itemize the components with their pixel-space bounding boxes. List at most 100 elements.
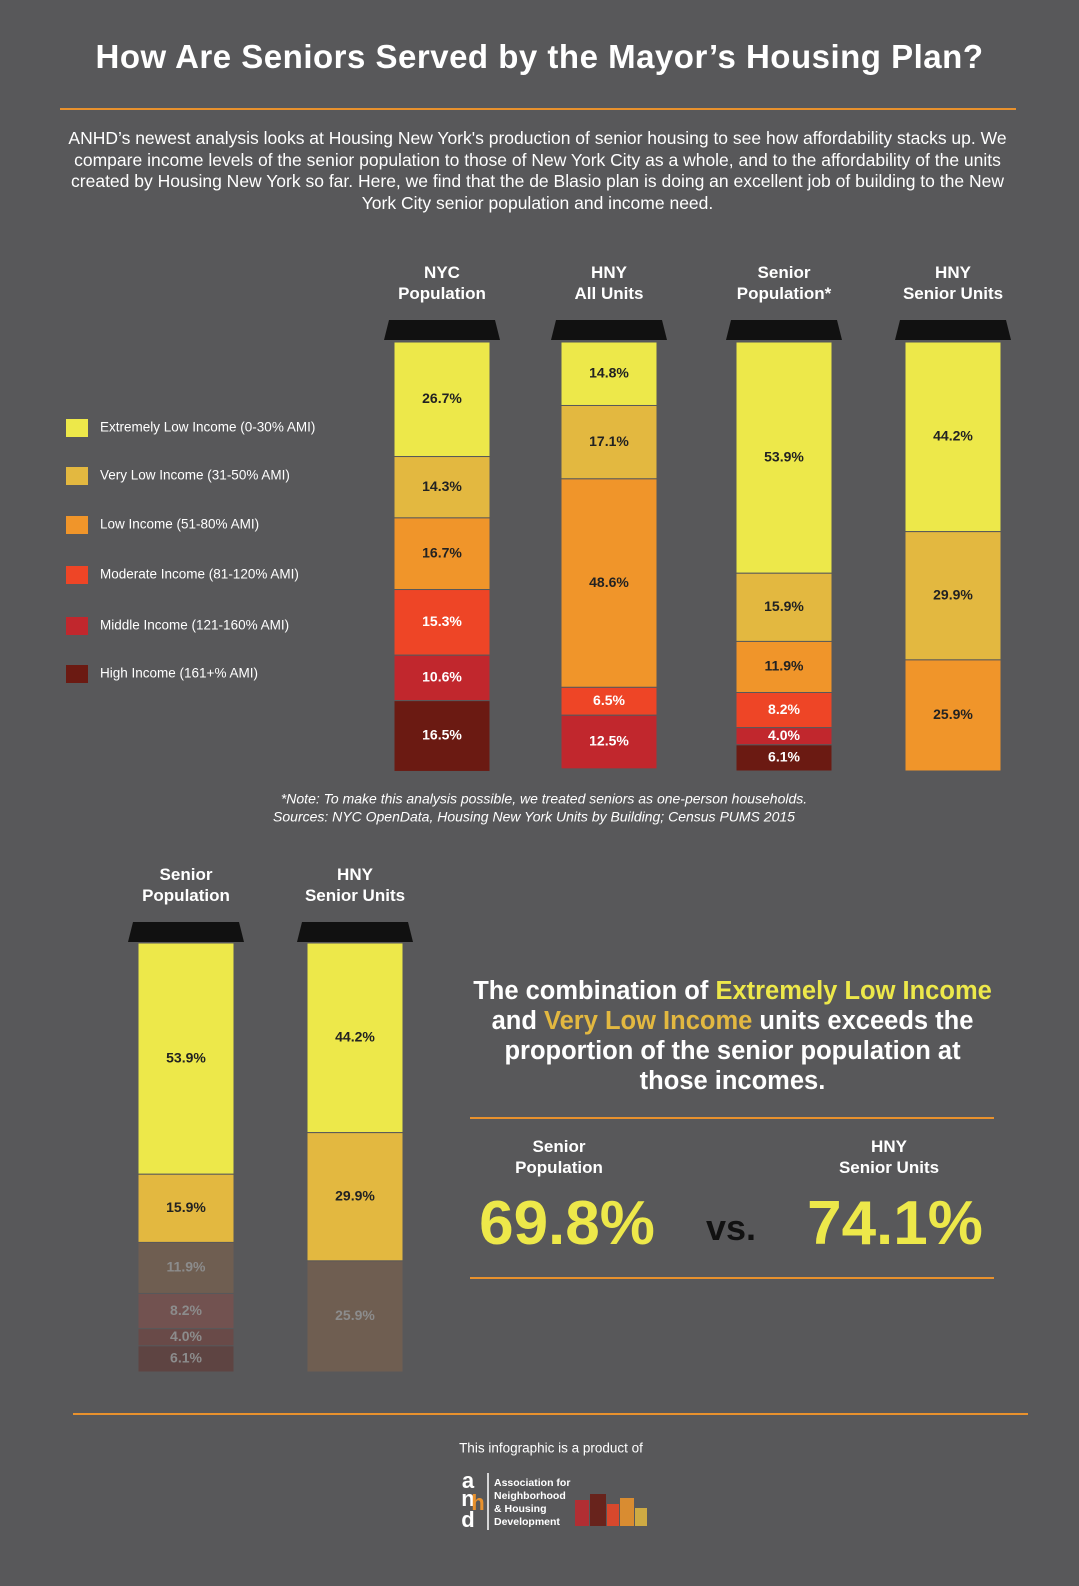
value-label: 15.9% xyxy=(166,1199,206,1215)
bar-segment xyxy=(306,1132,404,1262)
logo-letter: a xyxy=(462,1468,475,1493)
bar-segment xyxy=(137,1173,235,1243)
bar-segment xyxy=(137,1345,235,1373)
logo-skyline xyxy=(590,1494,606,1526)
value-label: 6.1% xyxy=(170,1350,202,1366)
legend-label: Low Income (51-80% AMI) xyxy=(100,517,259,532)
bar-cap xyxy=(551,320,667,340)
bar-segment xyxy=(904,341,1002,533)
legend-label: Middle Income (121-160% AMI) xyxy=(100,618,289,633)
category-label: HNY Senior Units xyxy=(304,865,406,905)
sources: Sources: NYC OpenData, Housing New York … xyxy=(273,809,795,825)
value-label: 14.8% xyxy=(589,364,629,380)
callout-highlight: Extremely Low Income xyxy=(715,977,992,1005)
legend-swatch xyxy=(66,467,88,485)
bar-segment xyxy=(393,517,491,591)
legend-label: High Income (161+% AMI) xyxy=(100,666,258,681)
value-label: 16.7% xyxy=(422,544,462,560)
bar-segment xyxy=(393,589,491,656)
logo-skyline xyxy=(620,1498,634,1526)
bar-segment xyxy=(137,1292,235,1330)
bar-cap xyxy=(297,922,413,942)
bar-cap xyxy=(384,320,500,340)
value-label: 44.2% xyxy=(335,1029,375,1045)
value-label: 4.0% xyxy=(768,727,800,743)
value-label: 14.3% xyxy=(422,478,462,494)
bar-cap xyxy=(726,320,842,340)
value-label: 16.5% xyxy=(422,727,462,743)
legend-swatch xyxy=(66,419,88,437)
value-label: 12.5% xyxy=(589,733,629,749)
value-label: 8.2% xyxy=(768,701,800,717)
category-label: NYC Population xyxy=(398,263,486,303)
logo-text: Neighborhood xyxy=(494,1490,566,1502)
bar-segment xyxy=(393,654,491,702)
comparison-label: HNY Senior Units xyxy=(838,1137,940,1177)
value-label: 11.9% xyxy=(765,658,804,674)
value-label: 53.9% xyxy=(764,448,804,464)
logo-text: & Housing xyxy=(494,1503,547,1515)
footer: This infographic is a product of xyxy=(459,1441,643,1456)
comparison-vs: vs. xyxy=(705,1207,757,1248)
bar-segment xyxy=(904,659,1002,772)
legend-label: Moderate Income (81-120% AMI) xyxy=(100,567,299,582)
bar-segment xyxy=(560,478,658,688)
value-label: 6.5% xyxy=(593,692,625,708)
category-label: Senior Population xyxy=(142,865,230,905)
value-label: 17.1% xyxy=(589,433,629,449)
bar-segment xyxy=(735,341,833,574)
logo-text: Development xyxy=(494,1516,560,1528)
bar-segment xyxy=(735,691,833,729)
value-label: 53.9% xyxy=(166,1049,206,1065)
comparison-value: 69.8% xyxy=(479,1189,655,1258)
value-label: 15.9% xyxy=(764,598,804,614)
comparison-label: Senior Population xyxy=(515,1137,603,1177)
note: *Note: To make this analysis possible, w… xyxy=(281,791,807,807)
logo-skyline xyxy=(607,1504,619,1526)
bar-segment xyxy=(904,531,1002,661)
value-label: 29.9% xyxy=(933,586,973,602)
bar-segment xyxy=(560,686,658,716)
legend-swatch xyxy=(66,516,88,534)
bar-segment xyxy=(137,1241,235,1294)
value-label: 26.7% xyxy=(422,390,462,406)
bar-segment xyxy=(735,744,833,772)
bar-segment xyxy=(735,640,833,693)
title: How Are Seniors Served by the Mayor’s Ho… xyxy=(95,38,984,75)
value-label: 4.0% xyxy=(170,1328,202,1344)
bar-segment xyxy=(306,942,404,1134)
value-label: 10.6% xyxy=(422,669,462,685)
callout-text: units exceeds the proportion of the seni… xyxy=(504,1007,974,1095)
value-label: 48.6% xyxy=(589,574,629,590)
logo-letter: n xyxy=(461,1486,474,1511)
bar-segment xyxy=(393,700,491,772)
bar-cap xyxy=(895,320,1011,340)
value-label: 44.2% xyxy=(933,428,973,444)
legend-swatch xyxy=(66,617,88,635)
comparison-value: 74.1% xyxy=(807,1189,983,1258)
bar-segment xyxy=(560,404,658,480)
legend-swatch xyxy=(66,566,88,584)
category-label: HNY All Units xyxy=(574,263,644,303)
logo-letter: h xyxy=(471,1490,484,1515)
callout-text: and xyxy=(491,1007,537,1035)
callout-text: The combination of xyxy=(473,977,709,1005)
logo-skyline xyxy=(635,1508,647,1526)
value-label: 11.9% xyxy=(167,1259,206,1275)
bar-segment xyxy=(560,341,658,406)
bar-segment xyxy=(137,942,235,1175)
callout: The combination of Extremely Low Income … xyxy=(470,976,995,1096)
bar-segment xyxy=(393,341,491,458)
logo-skyline xyxy=(575,1500,589,1526)
value-label: 29.9% xyxy=(335,1187,375,1203)
legend-label: Extremely Low Income (0-30% AMI) xyxy=(100,420,315,435)
value-label: 15.3% xyxy=(422,613,462,629)
value-label: 25.9% xyxy=(335,1307,375,1323)
value-label: 8.2% xyxy=(170,1302,202,1318)
category-label: HNY Senior Units xyxy=(902,263,1004,303)
logo-letter: d xyxy=(461,1507,474,1532)
bar-segment xyxy=(560,714,658,770)
bar-segment xyxy=(306,1260,404,1373)
